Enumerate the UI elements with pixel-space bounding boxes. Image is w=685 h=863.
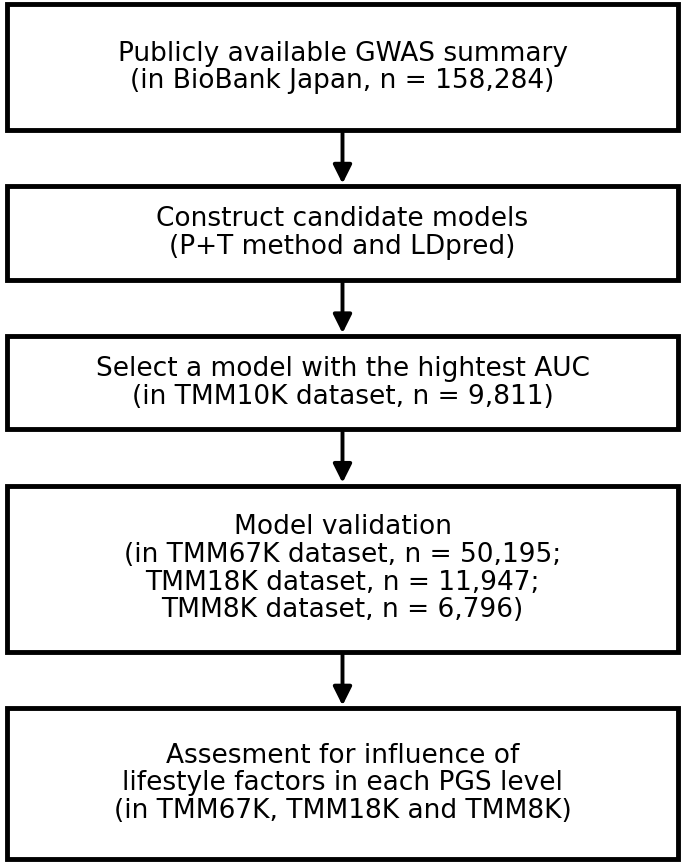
Text: Assesment for influence of: Assesment for influence of [166,743,519,769]
Text: (P+T method and LDpred): (P+T method and LDpred) [169,234,516,260]
Text: Select a model with the hightest AUC: Select a model with the hightest AUC [96,356,589,382]
Text: (in TMM10K dataset, n = 9,811): (in TMM10K dataset, n = 9,811) [132,383,553,410]
Text: (in TMM67K, TMM18K and TMM8K): (in TMM67K, TMM18K and TMM8K) [114,798,571,824]
Text: Publicly available GWAS summary: Publicly available GWAS summary [118,41,567,66]
FancyBboxPatch shape [7,709,678,859]
FancyBboxPatch shape [7,486,678,652]
Text: TMM8K dataset, n = 6,796): TMM8K dataset, n = 6,796) [162,597,523,623]
Text: TMM18K dataset, n = 11,947;: TMM18K dataset, n = 11,947; [145,570,540,595]
Text: Construct candidate models: Construct candidate models [156,206,529,232]
FancyBboxPatch shape [7,336,678,430]
FancyBboxPatch shape [7,186,678,280]
Text: (in TMM67K dataset, n = 50,195;: (in TMM67K dataset, n = 50,195; [124,542,561,568]
Text: Model validation: Model validation [234,514,451,540]
FancyBboxPatch shape [7,4,678,130]
Text: lifestyle factors in each PGS level: lifestyle factors in each PGS level [122,771,563,797]
Text: (in BioBank Japan, n = 158,284): (in BioBank Japan, n = 158,284) [130,68,555,94]
